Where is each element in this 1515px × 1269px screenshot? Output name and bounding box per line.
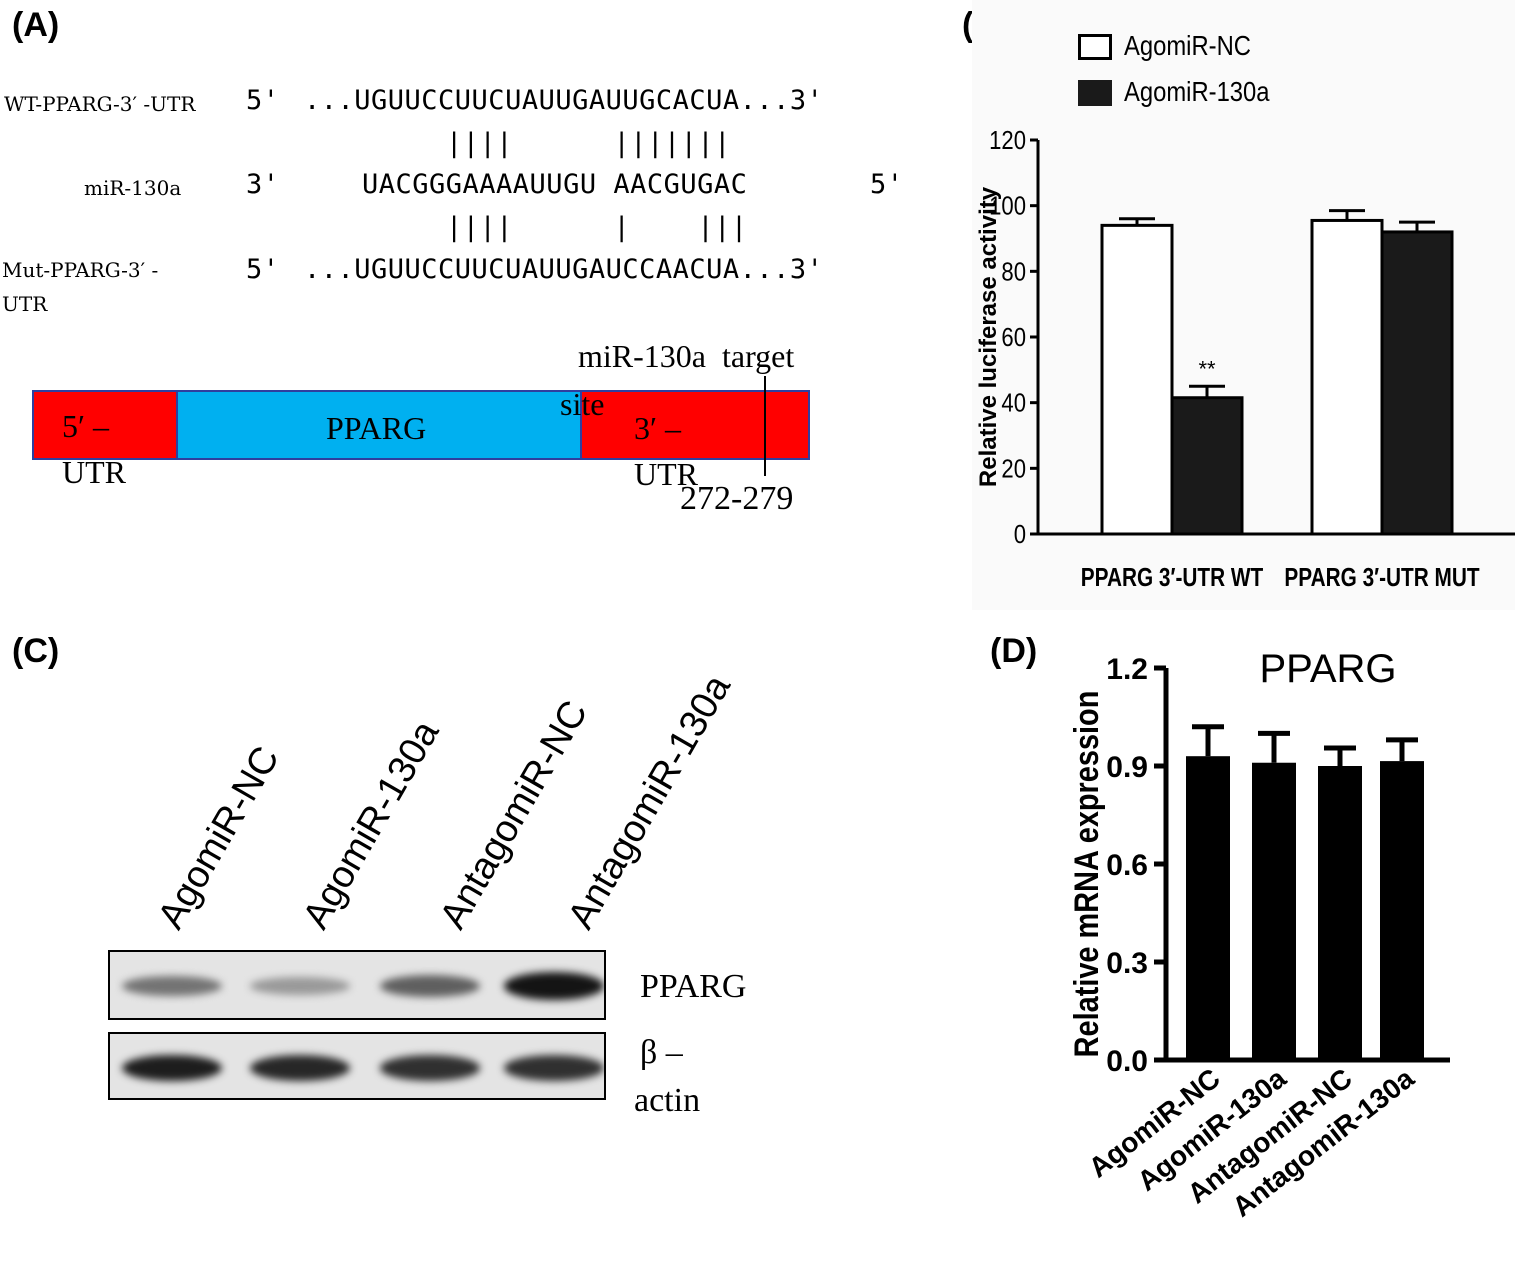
legend-label-nc: AgomiR-NC [1124, 30, 1251, 61]
wt-row-prime-left: 5' [246, 85, 280, 116]
blot-band [380, 1055, 480, 1081]
y-tick-label: 20 [1001, 455, 1026, 484]
legend-swatch-130a [1078, 80, 1112, 106]
mut-row-name-line2: UTR [2, 292, 48, 316]
y-tick-label: 1.2 [1106, 653, 1148, 686]
blot-label-pparg: PPARG [640, 968, 747, 1005]
y-tick-label: 80 [1001, 258, 1026, 287]
panel-a-label: (A) [12, 6, 60, 44]
blot-band [504, 972, 604, 1000]
mir-row-prime-right: 5' [870, 169, 904, 200]
bar [1318, 766, 1362, 1060]
y-tick-label: 0.0 [1106, 1045, 1148, 1078]
mut-row-prime-left: 5' [246, 254, 280, 285]
legend-swatch-nc [1078, 34, 1112, 60]
target-site-label-line2: site [560, 386, 605, 422]
lane-label: AgomiR-130a [295, 713, 448, 936]
blot-band [122, 1054, 222, 1082]
y-tick-label: 60 [1001, 323, 1026, 352]
y-tick-label: 100 [989, 192, 1026, 221]
wt-row-sequence: ...UGUUCCUUCUAUUGAUUGCACUA...3' [304, 85, 824, 116]
y-tick-label: 120 [989, 126, 1026, 155]
mir-row-prime-left: 3' [246, 169, 280, 200]
bar [1252, 762, 1296, 1060]
utr3-box [580, 390, 810, 460]
cds-box [176, 390, 582, 460]
blot-label-actin-line1: β – [640, 1034, 683, 1071]
target-site-marker [764, 376, 766, 476]
target-site-label-line1: miR-130a target [578, 338, 795, 374]
pairing-lower: |||| | ||| [446, 212, 748, 243]
utr5-label-line2: UTR [62, 454, 126, 490]
blot-band [250, 1055, 350, 1081]
y-axis-label: Relative mRNA expression [1067, 691, 1106, 1058]
panel-c-label: (C) [12, 632, 60, 670]
pairing-upper: |||| ||||||| [446, 128, 731, 159]
blot-band [122, 975, 222, 997]
x-tick-label: PPARG 3′-UTR MUT [1284, 563, 1480, 592]
y-tick-label: 40 [1001, 389, 1026, 418]
bar-agomir-nc [1100, 223, 1174, 536]
utr5-label-line1: 5′ – [62, 408, 109, 444]
utr3-label-line1: 3′ – [634, 410, 681, 446]
luciferase-chart: 0 20 40 60 80 100 120 Relative luciferase activ… [975, 126, 1515, 592]
bar [1380, 761, 1424, 1060]
blot-band [250, 977, 350, 995]
significance-marker: ** [1198, 356, 1216, 381]
utr5-box [32, 390, 178, 460]
bar-agomir-130a [1380, 230, 1454, 536]
blot-band [504, 1055, 604, 1081]
bar [1186, 756, 1230, 1060]
blot-label-actin-line2: actin [634, 1082, 701, 1119]
mir-row-name: miR-130a [84, 176, 182, 200]
y-axis-label: Relative luciferase activity [975, 186, 1002, 487]
y-tick-label: 0 [1014, 520, 1026, 549]
chart-title: PPARG [1259, 647, 1396, 691]
blot-band [380, 975, 480, 997]
y-tick-label: 0.3 [1106, 947, 1148, 980]
target-position-label: 272-279 [680, 480, 794, 517]
legend-label-130a: AgomiR-130a [1124, 76, 1270, 107]
mut-row-sequence: ...UGUUCCUUCUAUUGAUCCAACUA...3' [304, 254, 824, 285]
lane-label: AntagomiR-130a [560, 668, 739, 936]
blot-pparg [108, 950, 606, 1020]
y-tick-label: 0.6 [1106, 849, 1148, 882]
panel-d-label: (D) [990, 632, 1038, 670]
cds-label: PPARG [326, 410, 427, 446]
bar-agomir-130a [1170, 396, 1244, 536]
mut-row-name-line1: Mut-PPARG-3′ - [2, 258, 159, 282]
x-tick-label: PPARG 3′-UTR WT [1081, 563, 1264, 592]
wt-row-name: WT-PPARG-3′ -UTR [4, 92, 196, 116]
utr3-label-line2: UTR [634, 456, 698, 492]
bar-agomir-nc [1310, 218, 1384, 536]
blot-actin [108, 1032, 606, 1100]
y-tick-label: 0.9 [1106, 751, 1148, 784]
lane-label: AgomiR-NC [150, 739, 288, 936]
mir-row-sequence: UACGGGAAAAUUGU AACGUGAC [362, 169, 748, 200]
